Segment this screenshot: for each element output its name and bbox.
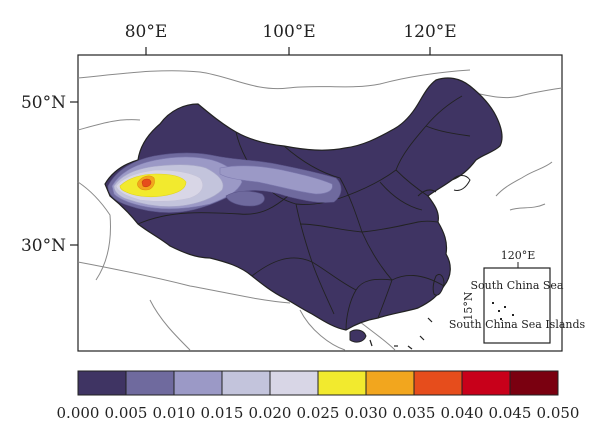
lon-label-100e: 100°E <box>262 22 315 42</box>
inset-frame <box>483 267 551 344</box>
colorbar-tick-label: 0.020 <box>249 404 292 422</box>
coastline-east <box>417 175 471 197</box>
colorbar-tick-label: 0.030 <box>345 404 388 422</box>
concentration-contours <box>107 152 342 213</box>
contour-corridor <box>219 165 333 195</box>
lat-label-50n: 50°N <box>21 93 66 113</box>
neighbor-outlines <box>77 69 563 351</box>
contour-0.035 <box>141 178 152 188</box>
colorbar-swatch <box>221 370 271 396</box>
colorbar-tick-label: 0.050 <box>537 404 580 422</box>
colorbar-swatch <box>125 370 175 396</box>
lat-label-30n: 30°N <box>21 236 66 256</box>
colorbar-tick-label: 0.010 <box>153 404 196 422</box>
colorbar-swatch <box>509 370 559 396</box>
colorbar: 0.000 0.005 0.010 0.015 0.020 0.025 0.030 0.035… <box>57 370 580 422</box>
inset-lat-label: 15°N <box>462 291 475 320</box>
colorbar-swatch <box>269 370 319 396</box>
map-panel: 120°E 15°N South China Sea South China S… <box>70 47 586 352</box>
colorbar-swatch <box>461 370 511 396</box>
hainan-island <box>349 329 367 343</box>
longitude-labels: 80°E 100°E 120°E <box>125 22 457 42</box>
lon-label-120e: 120°E <box>403 22 456 42</box>
colorbar-swatch <box>317 370 367 396</box>
colorbar-swatch <box>413 370 463 396</box>
south-china-sea-inset: 120°E 15°N South China Sea South China S… <box>449 249 586 344</box>
inset-lon-label: 120°E <box>501 249 536 262</box>
colorbar-tick-label: 0.005 <box>105 404 148 422</box>
colorbar-tick-label: 0.000 <box>57 404 100 422</box>
latitude-labels: 50°N 30°N <box>21 93 66 256</box>
contour-qinghai <box>225 190 265 207</box>
colorbar-tick-label: 0.035 <box>393 404 436 422</box>
colorbar-swatch <box>77 370 127 396</box>
colorbar-swatch <box>365 370 415 396</box>
nine-dash-line <box>369 317 433 350</box>
taiwan-island <box>432 273 445 296</box>
colorbar-swatch <box>173 370 223 396</box>
colorbar-tick-label: 0.040 <box>441 404 484 422</box>
inset-sea-label: South China Sea <box>470 279 563 292</box>
colorbar-tick-label: 0.015 <box>201 404 244 422</box>
lon-label-80e: 80°E <box>125 22 168 42</box>
frame-ticks <box>70 47 431 246</box>
colorbar-tick-label: 0.025 <box>297 404 340 422</box>
inset-sea-label-text: South China Sea <box>470 279 563 292</box>
inset-islands-label: South China Sea Islands <box>449 318 586 331</box>
colorbar-tick-label: 0.045 <box>489 404 532 422</box>
china-region <box>104 77 503 331</box>
province-borders <box>137 95 471 331</box>
inset-islands-dots <box>492 302 514 320</box>
